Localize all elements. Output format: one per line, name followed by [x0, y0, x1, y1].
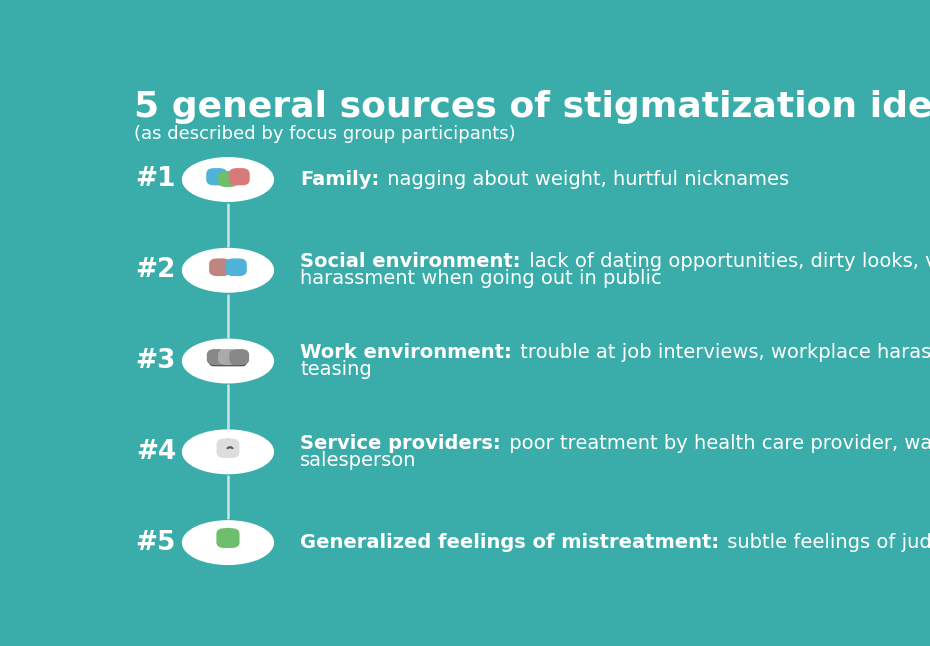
Circle shape — [225, 174, 231, 177]
Text: 5 general sources of stigmatization identified:: 5 general sources of stigmatization iden… — [134, 90, 930, 124]
Circle shape — [217, 260, 223, 265]
Text: poor treatment by health care provider, waitperson, or: poor treatment by health care provider, … — [503, 434, 930, 453]
Text: #4: #4 — [136, 439, 176, 465]
FancyBboxPatch shape — [219, 349, 237, 364]
Circle shape — [224, 439, 232, 445]
Text: #5: #5 — [136, 530, 176, 556]
Text: #2: #2 — [136, 257, 176, 283]
FancyBboxPatch shape — [219, 172, 237, 186]
Text: harassment when going out in public: harassment when going out in public — [300, 269, 662, 288]
Text: Social environment:: Social environment: — [300, 253, 521, 271]
Circle shape — [237, 352, 242, 355]
Text: Service providers:: Service providers: — [300, 434, 500, 453]
Text: lack of dating opportunities, dirty looks, verbal slurs,: lack of dating opportunities, dirty look… — [523, 253, 930, 271]
FancyBboxPatch shape — [217, 529, 239, 547]
Circle shape — [232, 260, 240, 265]
FancyBboxPatch shape — [207, 349, 226, 364]
Circle shape — [214, 170, 219, 174]
Text: nagging about weight, hurtful nicknames: nagging about weight, hurtful nicknames — [381, 170, 790, 189]
FancyBboxPatch shape — [230, 169, 249, 185]
Text: Generalized feelings of mistreatment:: Generalized feelings of mistreatment: — [300, 533, 719, 552]
FancyBboxPatch shape — [210, 259, 230, 275]
Circle shape — [225, 352, 231, 355]
Text: Family:: Family: — [300, 170, 379, 189]
Text: #3: #3 — [136, 348, 176, 374]
FancyBboxPatch shape — [226, 259, 246, 275]
FancyBboxPatch shape — [230, 349, 248, 364]
Text: (as described by focus group participants): (as described by focus group participant… — [134, 125, 516, 143]
Circle shape — [214, 352, 219, 355]
FancyBboxPatch shape — [210, 358, 246, 366]
Text: trouble at job interviews, workplace harassment,: trouble at job interviews, workplace har… — [514, 343, 930, 362]
Ellipse shape — [182, 249, 273, 292]
Circle shape — [236, 170, 243, 174]
Text: #1: #1 — [136, 167, 176, 193]
FancyBboxPatch shape — [218, 439, 239, 457]
Circle shape — [223, 528, 232, 535]
FancyBboxPatch shape — [207, 169, 227, 185]
Text: subtle feelings of judgment: subtle feelings of judgment — [722, 533, 930, 552]
Ellipse shape — [182, 339, 273, 383]
Text: teasing: teasing — [300, 360, 372, 379]
Ellipse shape — [182, 521, 273, 565]
Ellipse shape — [182, 158, 273, 202]
Text: salesperson: salesperson — [300, 451, 417, 470]
Ellipse shape — [182, 430, 273, 474]
Text: Work environment:: Work environment: — [300, 343, 512, 362]
